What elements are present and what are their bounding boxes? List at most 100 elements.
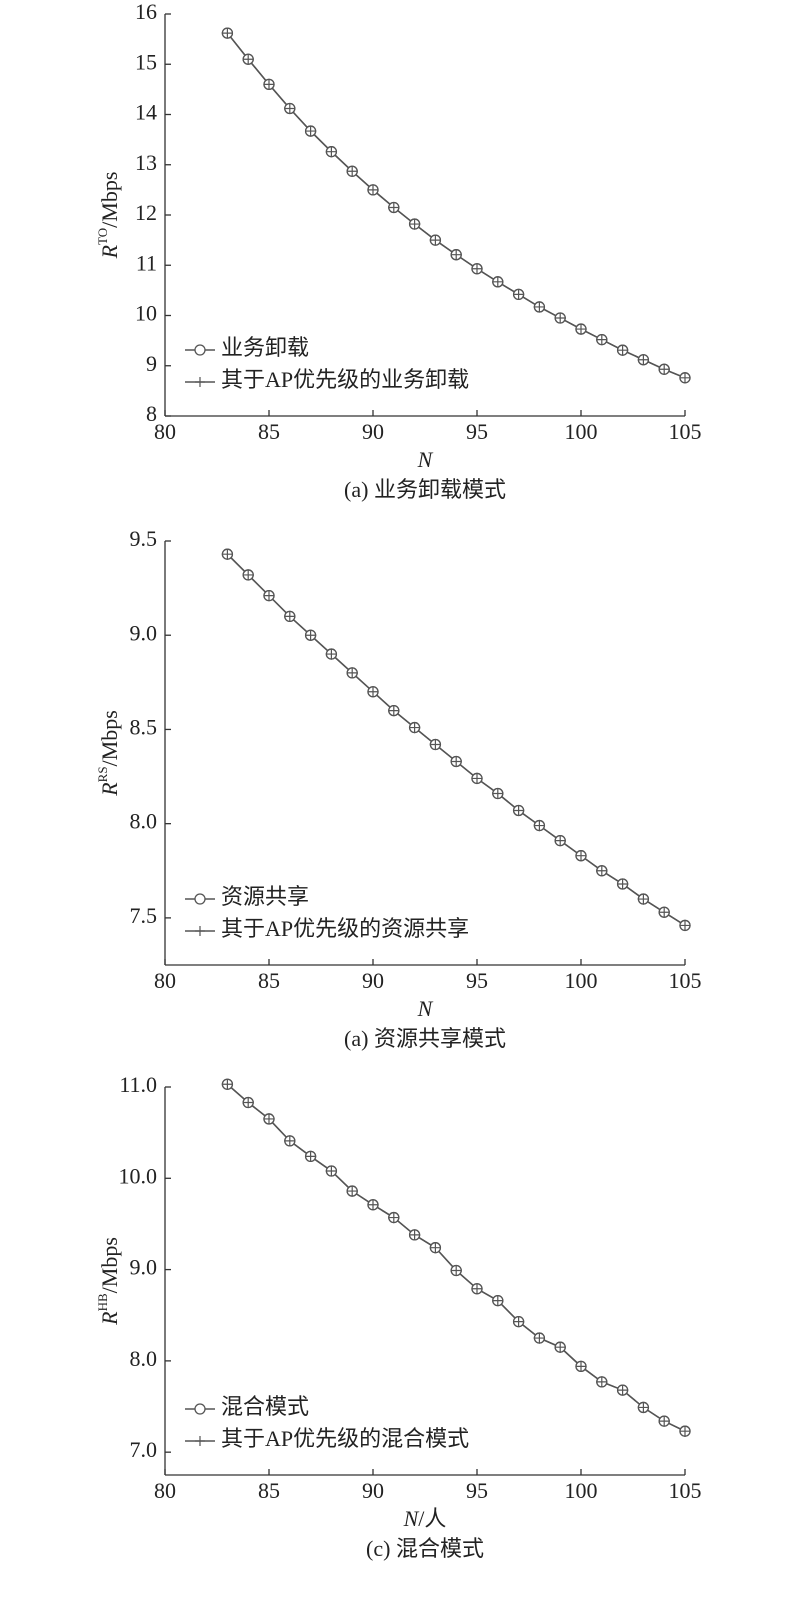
subplot: 7.5 8.0 8.5 9.0 9.5 80 85 90 95 100 105 N (a) 资源共享模式… (95, 526, 702, 1051)
x-axis-label: N (417, 447, 434, 472)
marker-plus (472, 263, 482, 274)
marker-plus (305, 1151, 316, 1162)
legend-marker (195, 926, 205, 936)
legend-marker (195, 1436, 205, 1446)
marker-plus (596, 865, 607, 876)
x-label-part: N (417, 447, 434, 472)
marker-plus (555, 313, 566, 324)
y-tick-label: 11.0 (119, 1072, 157, 1097)
marker-plus (243, 54, 254, 65)
y-label-superscript: TO (95, 228, 110, 245)
x-label-part: N (403, 1506, 420, 1531)
subplot: 8 9 10 11 12 13 14 15 16 80 85 90 95 100 105 N (a) 业务卸载模… (95, 0, 702, 502)
marker-plus (534, 301, 545, 312)
marker-plus (284, 611, 295, 622)
x-tick-label: 105 (669, 1478, 702, 1503)
marker-plus (347, 667, 358, 678)
marker-plus (534, 1333, 545, 1344)
y-tick-label: 9.0 (130, 620, 158, 645)
marker-plus (513, 805, 524, 816)
legend-marker (194, 893, 206, 905)
y-tick-label: 7.5 (130, 903, 158, 928)
series-line (226, 553, 686, 927)
x-tick-label: 95 (466, 1478, 488, 1503)
x-label-part: N (417, 996, 434, 1021)
y-tick-label: 11 (136, 250, 157, 275)
marker-plus (222, 549, 233, 560)
marker-plus (492, 1295, 503, 1306)
y-label-superscript: RS (95, 766, 110, 782)
marker-plus (305, 630, 316, 641)
marker-plus (409, 722, 420, 733)
marker-plus (659, 364, 670, 375)
marker-plus (388, 1212, 399, 1223)
y-tick-label: 16 (135, 0, 157, 24)
y-label-unit: /Mbps (97, 172, 122, 228)
y-axis-label: RTO/Mbps (95, 172, 122, 260)
subplot: 7.0 8.0 9.0 10.0 11.0 80 85 90 95 100 105 N/人 (c) 混合… (95, 1072, 702, 1561)
marker-plus (430, 235, 441, 246)
marker-plus (534, 820, 545, 831)
y-tick-label: 10.0 (119, 1163, 158, 1188)
y-tick-label: 8.0 (130, 809, 158, 834)
legend-label: 其于AP优先级的资源共享 (221, 916, 469, 941)
x-tick-label: 80 (154, 419, 176, 444)
marker-plus (492, 788, 503, 799)
marker-plus (368, 1199, 378, 1210)
marker-plus (451, 1265, 462, 1276)
x-label-part: /人 (418, 1506, 446, 1531)
series-line (226, 32, 686, 379)
marker-plus (617, 878, 628, 889)
marker-plus (659, 1416, 670, 1427)
marker-plus (430, 1242, 441, 1253)
marker-plus (388, 202, 399, 213)
marker-plus (264, 590, 274, 601)
y-tick-label: 8.5 (130, 714, 158, 739)
marker-plus (492, 276, 503, 287)
y-label-symbol: R (97, 244, 122, 259)
marker-plus (576, 324, 586, 335)
marker-plus (222, 1079, 233, 1090)
y-label-unit: /Mbps (97, 710, 122, 766)
legend-label: 业务卸载 (221, 335, 309, 360)
marker-plus (555, 835, 566, 846)
series-line (226, 32, 686, 379)
x-tick-label: 80 (154, 1478, 176, 1503)
x-tick-label: 90 (362, 419, 384, 444)
marker-plus (388, 705, 399, 716)
x-tick-label: 105 (669, 419, 702, 444)
marker-plus (368, 184, 378, 195)
marker-plus (305, 126, 316, 137)
marker-plus (284, 103, 295, 114)
y-tick-label: 8 (146, 401, 157, 426)
marker-plus (451, 249, 462, 260)
marker-plus (596, 1376, 607, 1387)
y-tick-label: 9.0 (130, 1255, 158, 1280)
x-tick-label: 85 (258, 968, 280, 993)
marker-plus (576, 850, 586, 861)
x-tick-label: 95 (466, 968, 488, 993)
marker-plus (347, 1186, 358, 1197)
caption: (a) 资源共享模式 (344, 1026, 506, 1051)
marker-plus (472, 773, 482, 784)
marker-plus (555, 1342, 566, 1353)
legend-label: 其于AP优先级的混合模式 (221, 1426, 469, 1451)
marker-plus (409, 219, 420, 230)
x-tick-label: 80 (154, 968, 176, 993)
marker-plus (409, 1229, 420, 1240)
marker-plus (638, 1402, 649, 1413)
series-line (226, 553, 686, 927)
legend-marker (194, 1403, 206, 1415)
legend-label: 混合模式 (221, 1394, 309, 1419)
marker-plus (638, 894, 649, 905)
marker-plus (326, 649, 337, 660)
marker-plus (264, 1113, 274, 1124)
y-label-superscript: HB (95, 1293, 110, 1311)
y-axis-label: RHB/Mbps (95, 1237, 122, 1326)
x-tick-label: 85 (258, 419, 280, 444)
marker-plus (284, 1135, 295, 1146)
marker-plus (680, 1426, 690, 1437)
x-tick-label: 100 (565, 419, 598, 444)
y-tick-label: 13 (135, 150, 157, 175)
